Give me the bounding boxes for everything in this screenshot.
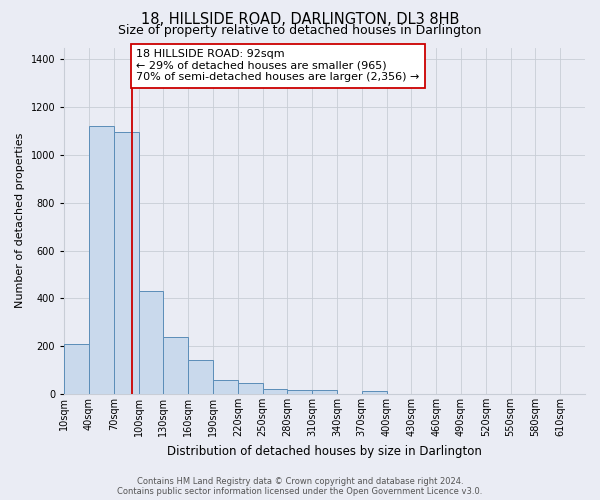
Text: Contains HM Land Registry data © Crown copyright and database right 2024.
Contai: Contains HM Land Registry data © Crown c… [118, 476, 482, 496]
Bar [238, 383, 263, 394]
Bar [64, 344, 89, 394]
Bar [312, 390, 337, 394]
Bar [287, 390, 312, 394]
Bar [263, 389, 287, 394]
Bar [89, 126, 114, 394]
X-axis label: Distribution of detached houses by size in Darlington: Distribution of detached houses by size … [167, 444, 482, 458]
Text: 18, HILLSIDE ROAD, DARLINGTON, DL3 8HB: 18, HILLSIDE ROAD, DARLINGTON, DL3 8HB [141, 12, 459, 28]
Y-axis label: Number of detached properties: Number of detached properties [15, 133, 25, 308]
Bar [114, 132, 139, 394]
Bar [163, 336, 188, 394]
Bar [213, 380, 238, 394]
Text: Size of property relative to detached houses in Darlington: Size of property relative to detached ho… [118, 24, 482, 37]
Bar [139, 292, 163, 394]
Text: 18 HILLSIDE ROAD: 92sqm
← 29% of detached houses are smaller (965)
70% of semi-d: 18 HILLSIDE ROAD: 92sqm ← 29% of detache… [136, 49, 419, 82]
Bar [188, 360, 213, 394]
Bar [362, 391, 386, 394]
